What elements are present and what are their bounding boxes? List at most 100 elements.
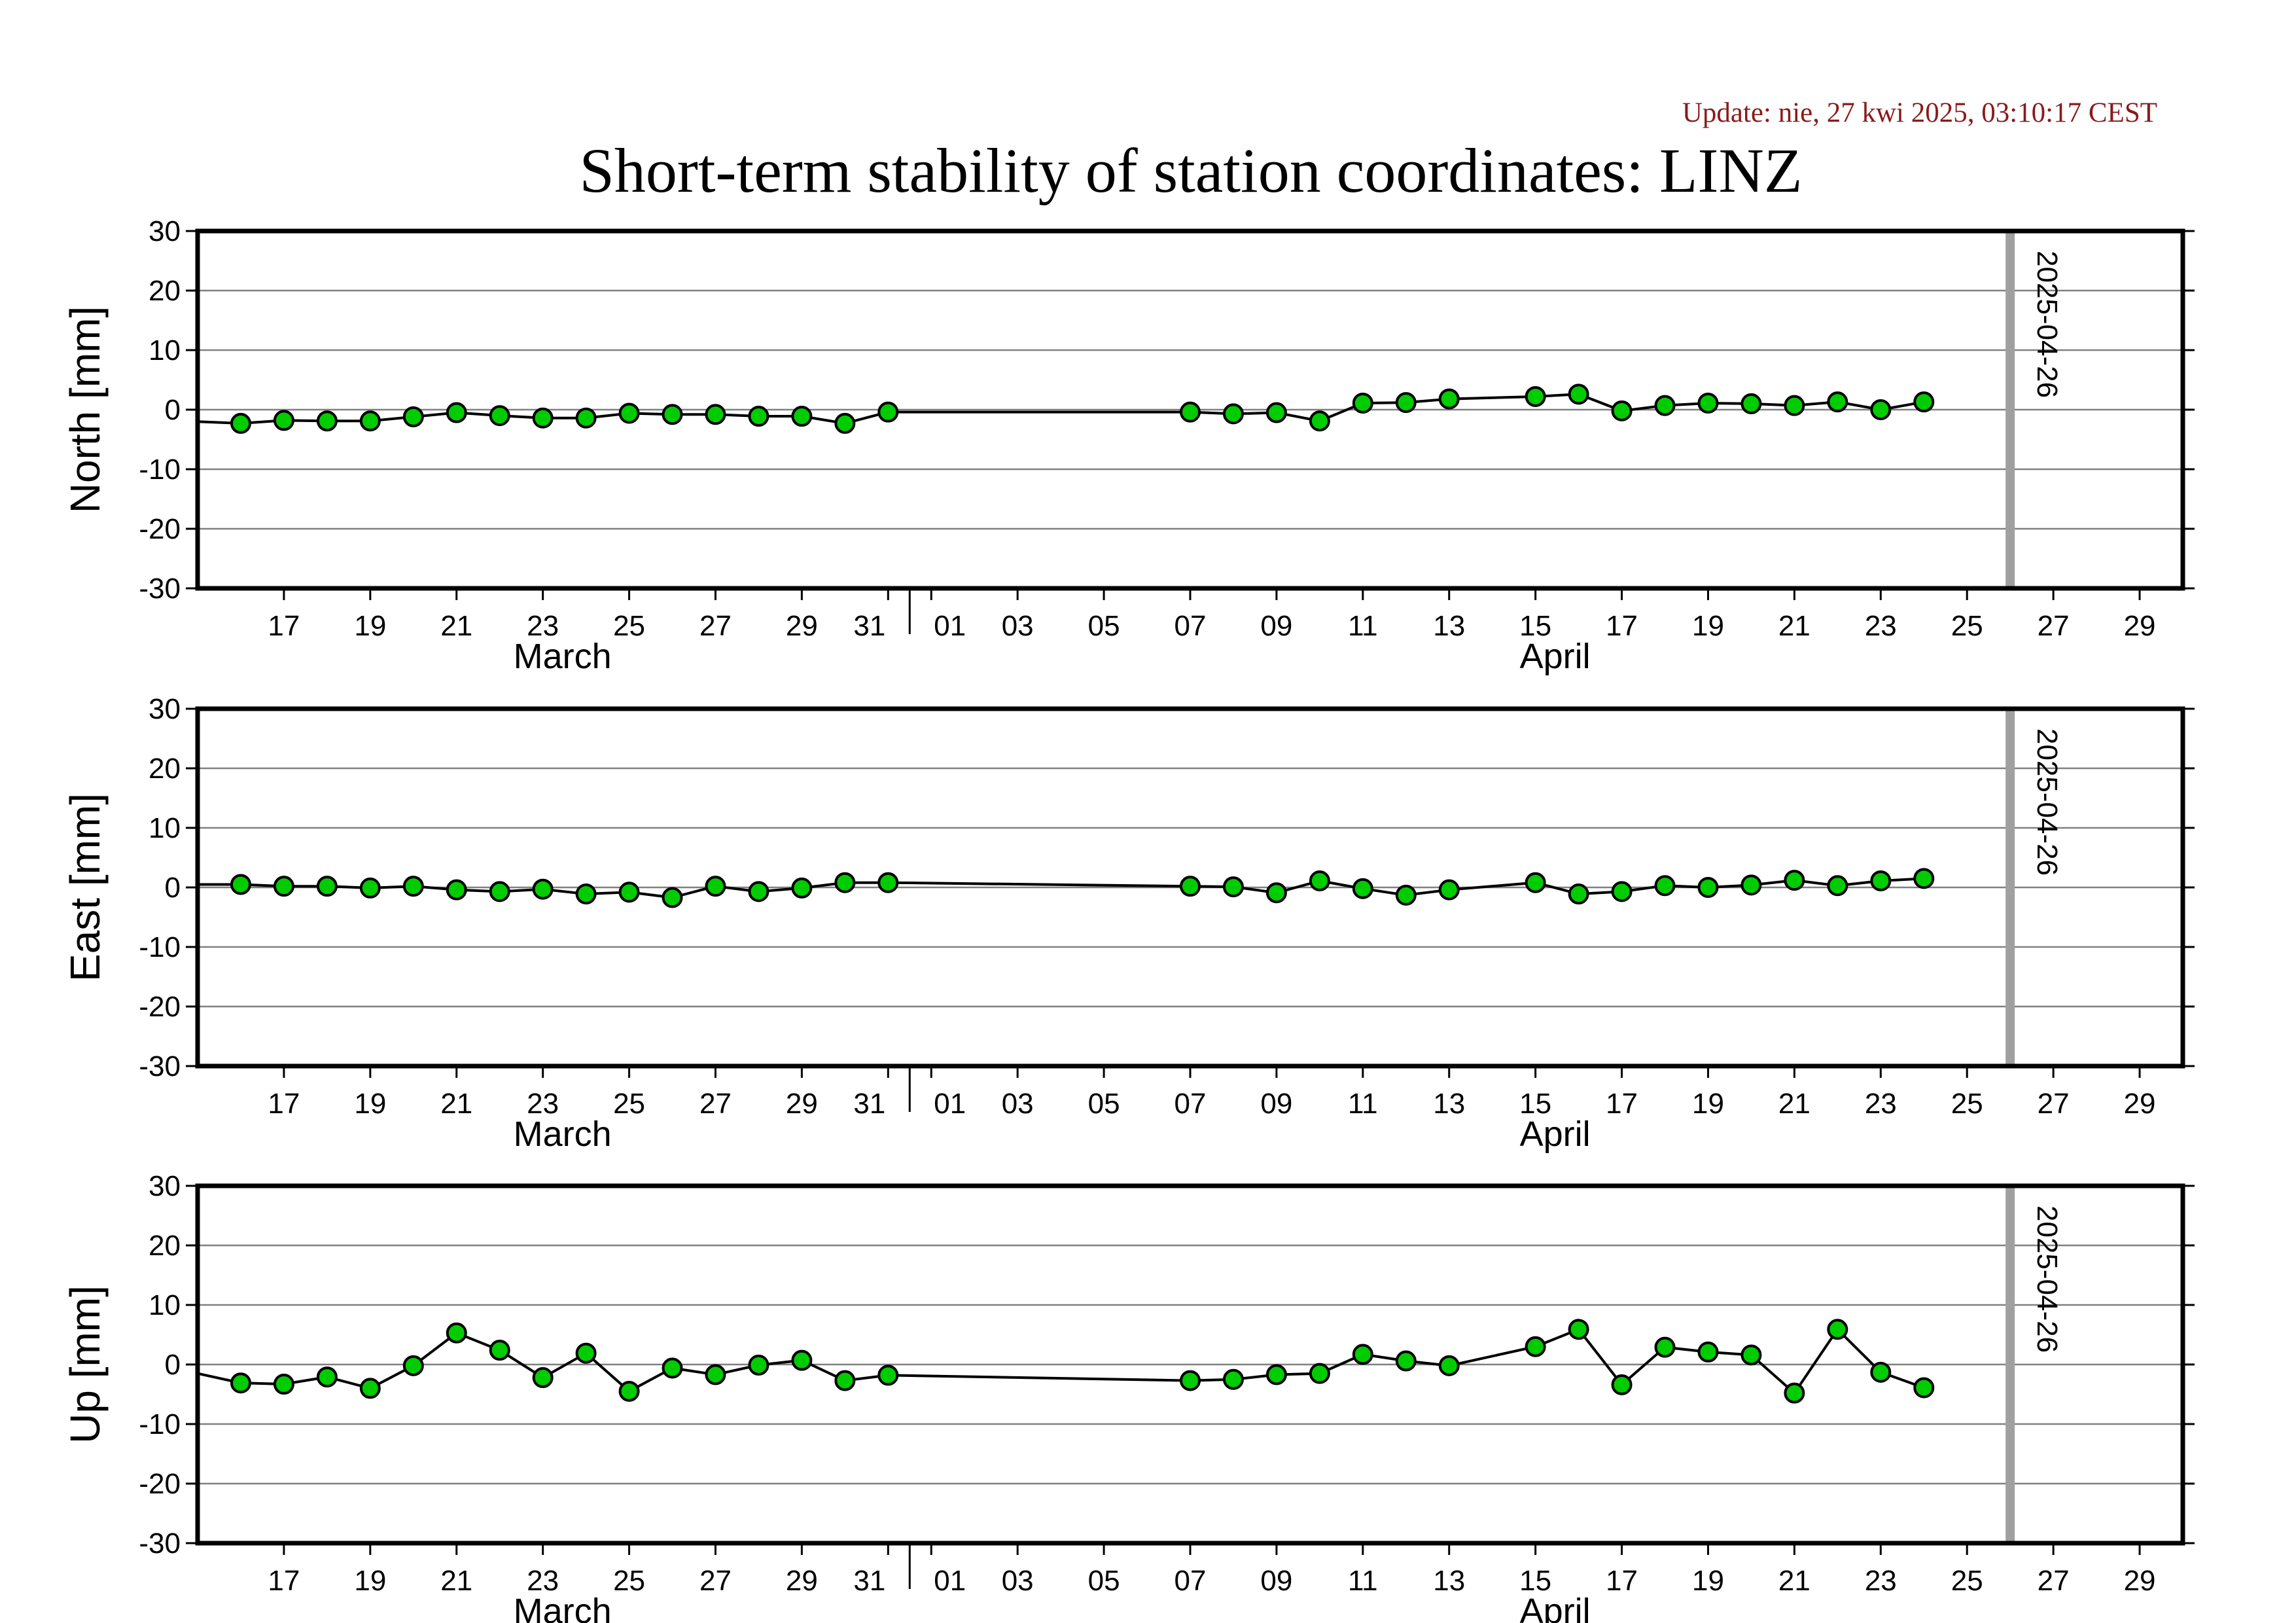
data-point bbox=[662, 1357, 683, 1379]
plot-frame bbox=[195, 1183, 2185, 1546]
data-point bbox=[705, 1364, 726, 1385]
data-point bbox=[1740, 1344, 1762, 1366]
data-point bbox=[273, 410, 294, 431]
data-point bbox=[791, 877, 813, 899]
month-label: April bbox=[1520, 637, 1591, 676]
plot-frame bbox=[195, 706, 2185, 1069]
y-axis-label: Up [mm] bbox=[62, 1285, 109, 1444]
update-timestamp: Update: nie, 27 kwi 2025, 03:10:17 CEST bbox=[1682, 98, 2157, 128]
x-tick-label: 29 bbox=[2124, 1565, 2156, 1597]
data-point bbox=[1352, 1344, 1373, 1365]
date-marker-label: 2025-04-26 bbox=[2031, 1205, 2063, 1353]
data-point bbox=[1784, 1382, 1805, 1404]
data-point bbox=[748, 406, 769, 427]
month-label: March bbox=[514, 1115, 612, 1154]
data-point bbox=[359, 1378, 381, 1399]
x-tick-label: 21 bbox=[440, 610, 472, 642]
data-point bbox=[1827, 391, 1848, 413]
x-tick-label: 21 bbox=[440, 1088, 472, 1120]
y-tick-label: 20 bbox=[149, 753, 181, 785]
x-tick-label: 19 bbox=[354, 1088, 386, 1120]
data-point bbox=[662, 404, 683, 425]
data-point bbox=[1697, 877, 1719, 898]
data-point bbox=[1568, 1319, 1589, 1340]
data-point bbox=[489, 1340, 510, 1361]
x-tick-label: 15 bbox=[1519, 1088, 1551, 1120]
month-label: March bbox=[514, 1592, 612, 1623]
x-tick-label: 19 bbox=[1692, 1565, 1724, 1597]
x-tick-label: 13 bbox=[1433, 1088, 1465, 1120]
x-tick-label: 27 bbox=[699, 610, 732, 642]
data-point bbox=[1740, 393, 1762, 414]
data-point bbox=[1352, 878, 1373, 899]
data-point bbox=[834, 1370, 856, 1391]
y-tick-label: 30 bbox=[149, 1170, 181, 1202]
data-point bbox=[1265, 402, 1287, 423]
y-tick-label: 10 bbox=[149, 334, 181, 366]
data-point bbox=[1438, 388, 1460, 410]
y-axis-label: North [mm] bbox=[62, 306, 109, 513]
y-axis-label: East [mm] bbox=[62, 793, 109, 982]
data-point bbox=[791, 406, 813, 427]
x-tick-label: 21 bbox=[1778, 1088, 1810, 1120]
x-tick-label: 25 bbox=[613, 1088, 645, 1120]
data-point bbox=[1438, 879, 1460, 901]
data-point bbox=[748, 881, 769, 902]
data-point bbox=[1913, 1377, 1935, 1399]
x-tick-label: 27 bbox=[2038, 1088, 2070, 1120]
data-point bbox=[1265, 882, 1287, 904]
x-tick-label: 09 bbox=[1260, 1565, 1292, 1597]
x-tick-label: 09 bbox=[1260, 1088, 1292, 1120]
x-tick-label: 23 bbox=[527, 610, 559, 642]
y-tick-label: -10 bbox=[139, 1408, 181, 1440]
x-tick-label: 21 bbox=[1778, 610, 1810, 642]
month-label: April bbox=[1520, 1115, 1591, 1154]
x-tick-label: 21 bbox=[440, 1565, 472, 1597]
x-tick-label: 25 bbox=[1951, 1565, 1983, 1597]
data-point bbox=[316, 876, 338, 897]
x-tick-label: 31 bbox=[853, 610, 885, 642]
y-tick-label: -20 bbox=[139, 1468, 181, 1500]
data-point bbox=[1827, 1319, 1848, 1340]
x-tick-label: 05 bbox=[1088, 610, 1120, 642]
data-point bbox=[1913, 868, 1935, 889]
data-point bbox=[705, 876, 726, 897]
x-tick-label: 15 bbox=[1519, 1565, 1551, 1597]
y-tick-label: -20 bbox=[139, 513, 181, 545]
data-point bbox=[662, 887, 683, 908]
x-tick-label: 17 bbox=[268, 1565, 300, 1597]
x-tick-label: 31 bbox=[853, 1565, 885, 1597]
data-point bbox=[532, 407, 554, 429]
data-point bbox=[1740, 874, 1762, 896]
data-point bbox=[1913, 391, 1935, 413]
x-tick-label: 07 bbox=[1174, 1565, 1207, 1597]
y-tick-label: -20 bbox=[139, 991, 181, 1023]
data-point bbox=[1654, 875, 1676, 897]
data-point bbox=[532, 1367, 554, 1389]
x-tick-label: 17 bbox=[1606, 610, 1638, 642]
x-tick-label: 19 bbox=[1692, 1088, 1724, 1120]
data-point bbox=[877, 401, 899, 423]
panel-north: 2025-04-26 30 20 10 0 -10 -20 -30 North [mm] 17 19… bbox=[62, 215, 2195, 676]
chart-title: Short-term stability of station coordina… bbox=[579, 135, 1803, 205]
x-tick-label: 17 bbox=[268, 610, 300, 642]
data-point bbox=[532, 878, 554, 900]
x-tick-label: 19 bbox=[354, 1565, 386, 1597]
data-point bbox=[1180, 401, 1201, 423]
x-tick-label: 23 bbox=[1865, 1565, 1897, 1597]
y-tick-label: -10 bbox=[139, 454, 181, 486]
data-point bbox=[402, 1355, 424, 1376]
x-tick-label: 11 bbox=[1348, 610, 1378, 642]
data-point bbox=[1525, 385, 1546, 407]
x-tick-label: 29 bbox=[786, 1088, 818, 1120]
data-point bbox=[446, 1322, 467, 1344]
x-tick-label: 25 bbox=[1951, 610, 1983, 642]
y-tick-label: 0 bbox=[165, 872, 181, 904]
x-tick-label: 25 bbox=[613, 610, 645, 642]
data-point bbox=[316, 1366, 338, 1388]
data-point bbox=[1654, 1336, 1676, 1358]
data-point bbox=[489, 881, 510, 902]
x-tick-label: 01 bbox=[934, 1088, 966, 1120]
x-tick-label: 07 bbox=[1174, 610, 1207, 642]
